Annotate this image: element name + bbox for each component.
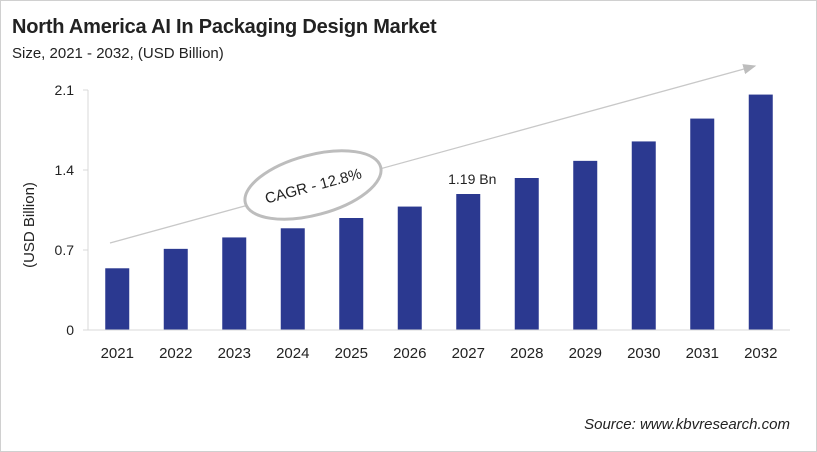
bar-2024 [280, 228, 305, 330]
x-tick-label: 2022 [159, 345, 192, 362]
x-tick-label: 2023 [218, 345, 251, 362]
bar-2027 [456, 194, 481, 330]
bar-2025 [339, 218, 364, 330]
bar-2032 [748, 94, 773, 330]
x-tick-label: 2028 [510, 345, 543, 362]
bar-2022 [163, 248, 188, 330]
x-tick-label: 2030 [627, 345, 660, 362]
source-note: Source: www.kbvresearch.com [584, 416, 790, 433]
y-axis-label: (USD Billion) [21, 182, 38, 268]
bar-2030 [631, 141, 656, 330]
bar-2029 [573, 160, 598, 330]
bar-2028 [514, 178, 539, 330]
x-tick-label: 2032 [744, 345, 777, 362]
x-tick-label: 2029 [569, 345, 602, 362]
cagr-ellipse [243, 149, 383, 221]
x-tick-label: 2027 [452, 345, 485, 362]
cagr-callout: CAGR - 12.8% [243, 149, 383, 221]
chart-subtitle: Size, 2021 - 2032, (USD Billion) [12, 45, 224, 62]
y-tick-label: 1.4 [55, 162, 75, 178]
bar-2023 [222, 237, 247, 330]
x-tick-label: 2026 [393, 345, 426, 362]
bar-2021 [105, 268, 130, 330]
x-tick-label: 2024 [276, 345, 309, 362]
chart-title: North America AI In Packaging Design Mar… [12, 16, 437, 38]
y-tick-label: 0.7 [55, 242, 75, 258]
data-label-2027: 1.19 Bn [448, 171, 496, 187]
bar-2026 [397, 206, 422, 330]
x-tick-label: 2021 [101, 345, 134, 362]
x-tick-label: 2025 [335, 345, 368, 362]
x-tick-label: 2031 [686, 345, 719, 362]
trend-arrow [109, 64, 757, 244]
y-tick-label: 2.1 [55, 82, 75, 98]
bar-2031 [690, 118, 715, 330]
y-tick-label: 0 [66, 322, 74, 338]
